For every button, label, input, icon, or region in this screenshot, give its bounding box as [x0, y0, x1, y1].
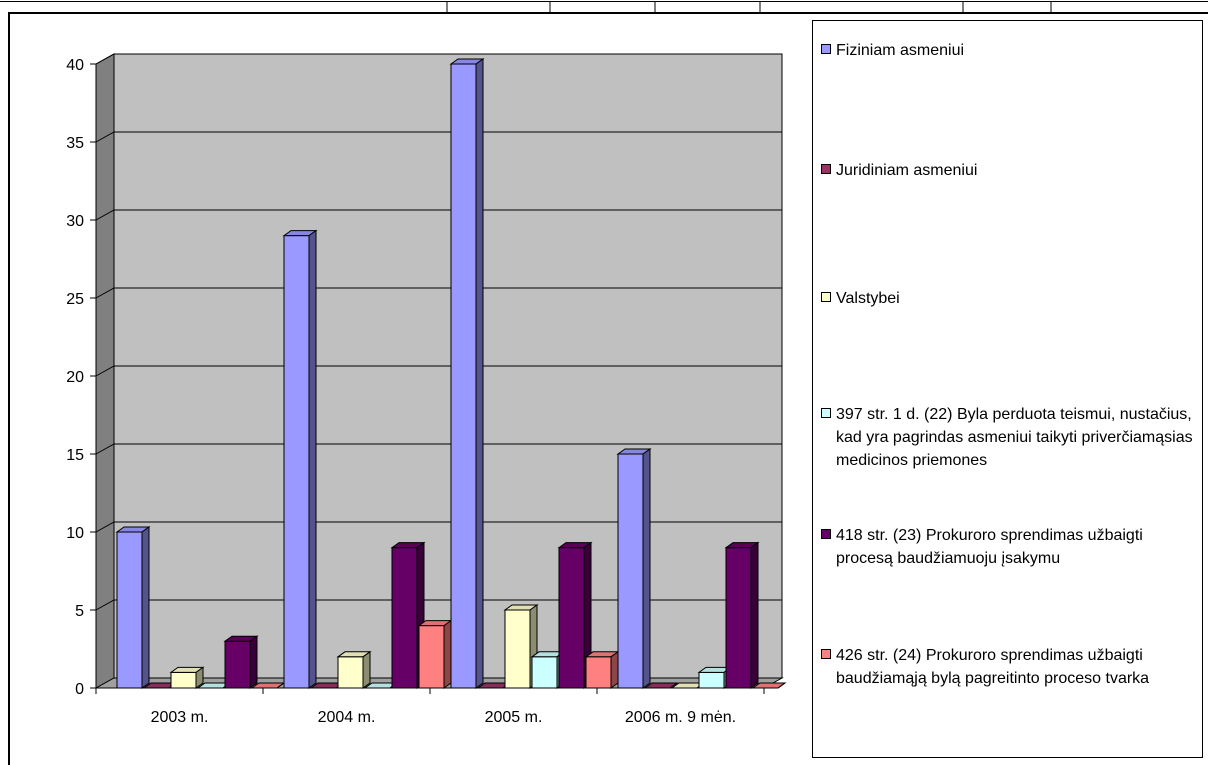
- bar-0-4-front: [224, 640, 251, 689]
- legend-swatch: [821, 408, 831, 418]
- legend-label: 418 str. (23) Prokuroro sprendimas užbai…: [836, 527, 1143, 567]
- x-tick-label: 2004 m.: [318, 709, 376, 726]
- bar-3-4-side: [750, 541, 759, 689]
- y-tick-label: 40: [66, 57, 84, 74]
- legend-item-fiziniam: Fiziniam asmeniui: [821, 39, 1193, 62]
- legend-swatch: [821, 44, 831, 54]
- bar-1-5-side: [443, 619, 452, 689]
- legend-label: 397 str. 1 d. (22) Byla perduota teismui…: [836, 406, 1193, 469]
- x-tick-label: 2005 m.: [485, 709, 543, 726]
- y-tick-label: 25: [66, 291, 84, 308]
- legend-item-418-str: 418 str. (23) Prokuroro sprendimas užbai…: [821, 524, 1193, 570]
- y-tick-label: 10: [66, 525, 84, 542]
- bar-0-4-side: [249, 635, 258, 689]
- legend-label: Valstybei: [836, 290, 900, 307]
- y-tick-label: 35: [66, 135, 84, 152]
- gridline: [95, 521, 782, 533]
- x-tick-label: 2006 m. 9 mėn.: [625, 709, 736, 726]
- bar-2-3-front: [531, 656, 558, 689]
- legend-swatch: [821, 529, 831, 539]
- y-tick-label: 15: [66, 447, 84, 464]
- y-tick-label: 20: [66, 369, 84, 386]
- spreadsheet-row-lines: [0, 1, 1208, 13]
- gridline: [95, 209, 782, 221]
- bar-3-4-front: [725, 547, 752, 689]
- spreadsheet-row-strip: [0, 0, 1208, 13]
- bar-2-5-front: [585, 656, 612, 689]
- chart-bars: [115, 58, 787, 689]
- legend-swatch: [821, 292, 831, 302]
- y-tick-label: 30: [66, 213, 84, 230]
- bar-0-2-front: [170, 671, 197, 689]
- y-tick-label: 5: [75, 603, 84, 620]
- bar-1-0-side: [308, 229, 317, 689]
- bar-2-5-side: [610, 650, 619, 689]
- gridline: [95, 365, 782, 377]
- bar-3-5-side: [777, 682, 786, 689]
- bar-3-0-side: [642, 448, 651, 689]
- legend-item-valstybei: Valstybei: [821, 287, 1193, 310]
- chart-legend: Fiziniam asmeniui Juridiniam asmeniui Va…: [812, 20, 1203, 758]
- x-tick-label: 2003 m.: [151, 709, 209, 726]
- bar-1-0-front: [283, 235, 310, 689]
- legend-swatch: [821, 649, 831, 659]
- bar-1-2-front: [337, 656, 364, 689]
- bar-3-3-front: [698, 671, 725, 689]
- y-tick-label: 0: [75, 681, 84, 698]
- legend-item-397-str: 397 str. 1 d. (22) Byla perduota teismui…: [821, 403, 1193, 472]
- chart-walls: [95, 53, 783, 689]
- bar-2-2-front: [504, 609, 531, 689]
- bar-2-4-front: [558, 547, 585, 689]
- bar-2-0-front: [450, 63, 477, 689]
- legend-label: 426 str. (24) Prokuroro sprendimas užbai…: [836, 647, 1150, 687]
- legend-label: Fiziniam asmeniui: [836, 42, 965, 59]
- bar-0-2-side: [195, 666, 204, 689]
- legend-item-juridiniam: Juridiniam asmeniui: [821, 159, 1193, 182]
- gridline: [95, 53, 782, 65]
- chart-axes: 0 5 10 15 20 25 30 35 40 2003 m. 2004 m. 2005 m. 200…: [66, 57, 765, 726]
- legend-item-426-str: 426 str. (24) Prokuroro sprendimas užbai…: [821, 644, 1193, 690]
- gridline: [95, 131, 782, 143]
- bar-1-2-side: [362, 650, 371, 689]
- bar-2-0-side: [475, 58, 484, 689]
- bar-3-1-side: [669, 682, 678, 689]
- bar-3-0-front: [617, 453, 644, 689]
- bar-0-0-front: [116, 531, 143, 689]
- gridline: [95, 287, 782, 299]
- legend-label: Juridiniam asmeniui: [836, 162, 978, 179]
- chart-frame: [8, 12, 1208, 765]
- bar-1-4-front: [391, 547, 418, 689]
- gridline: [95, 443, 782, 455]
- legend-swatch: [821, 164, 831, 174]
- bar-1-5-front: [418, 625, 445, 689]
- bar-0-0-side: [141, 526, 150, 689]
